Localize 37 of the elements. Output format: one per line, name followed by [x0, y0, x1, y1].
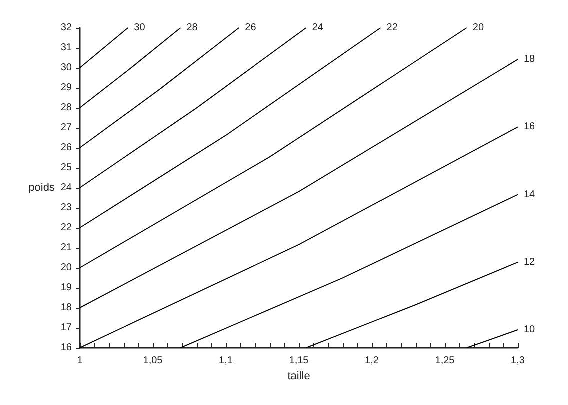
y-tick-label: 27: [60, 122, 72, 134]
y-tick-label: 17: [60, 322, 72, 334]
series-label: 20: [472, 22, 484, 34]
series-label: 16: [524, 122, 536, 133]
series-label: 10: [524, 324, 536, 336]
y-tick-label: 26: [60, 142, 72, 154]
x-tick-label: 1,1: [219, 356, 234, 366]
y-tick-label: 25: [60, 162, 72, 174]
x-tick-label: 1,05: [143, 356, 164, 366]
y-tick-label: 29: [60, 82, 72, 94]
series-label: 18: [524, 54, 536, 66]
y-tick-label: 30: [60, 62, 72, 74]
series-label: 12: [524, 256, 536, 268]
x-tick-label: 1,2: [365, 356, 380, 366]
y-tick-label: 28: [60, 102, 72, 114]
series-label: 28: [186, 22, 198, 34]
series-label: 26: [245, 22, 257, 34]
y-tick-label: 18: [60, 302, 72, 314]
y-tick-label: 21: [60, 242, 72, 254]
x-tick-label: 1,25: [435, 356, 456, 366]
series-label: 14: [524, 189, 536, 200]
x-tick-label: 1,15: [289, 356, 310, 366]
y-tick-label: 22: [60, 222, 72, 234]
x-tick-label: 1: [77, 356, 84, 366]
y-tick-label: 16: [60, 342, 72, 354]
y-tick-label: 24: [60, 182, 72, 194]
y-axis-title: poids: [28, 182, 56, 194]
y-tick-label: 19: [60, 282, 72, 294]
series-label: 30: [134, 22, 146, 34]
y-tick-label: 31: [60, 42, 72, 54]
x-axis-title: taille: [288, 370, 310, 382]
y-tick-label: 32: [60, 22, 72, 34]
series-label: 24: [312, 22, 324, 34]
y-tick-label: 20: [60, 262, 72, 274]
y-tick-label: 23: [60, 202, 72, 214]
series-label: 22: [386, 22, 398, 34]
x-tick-label: 1,3: [511, 356, 526, 366]
